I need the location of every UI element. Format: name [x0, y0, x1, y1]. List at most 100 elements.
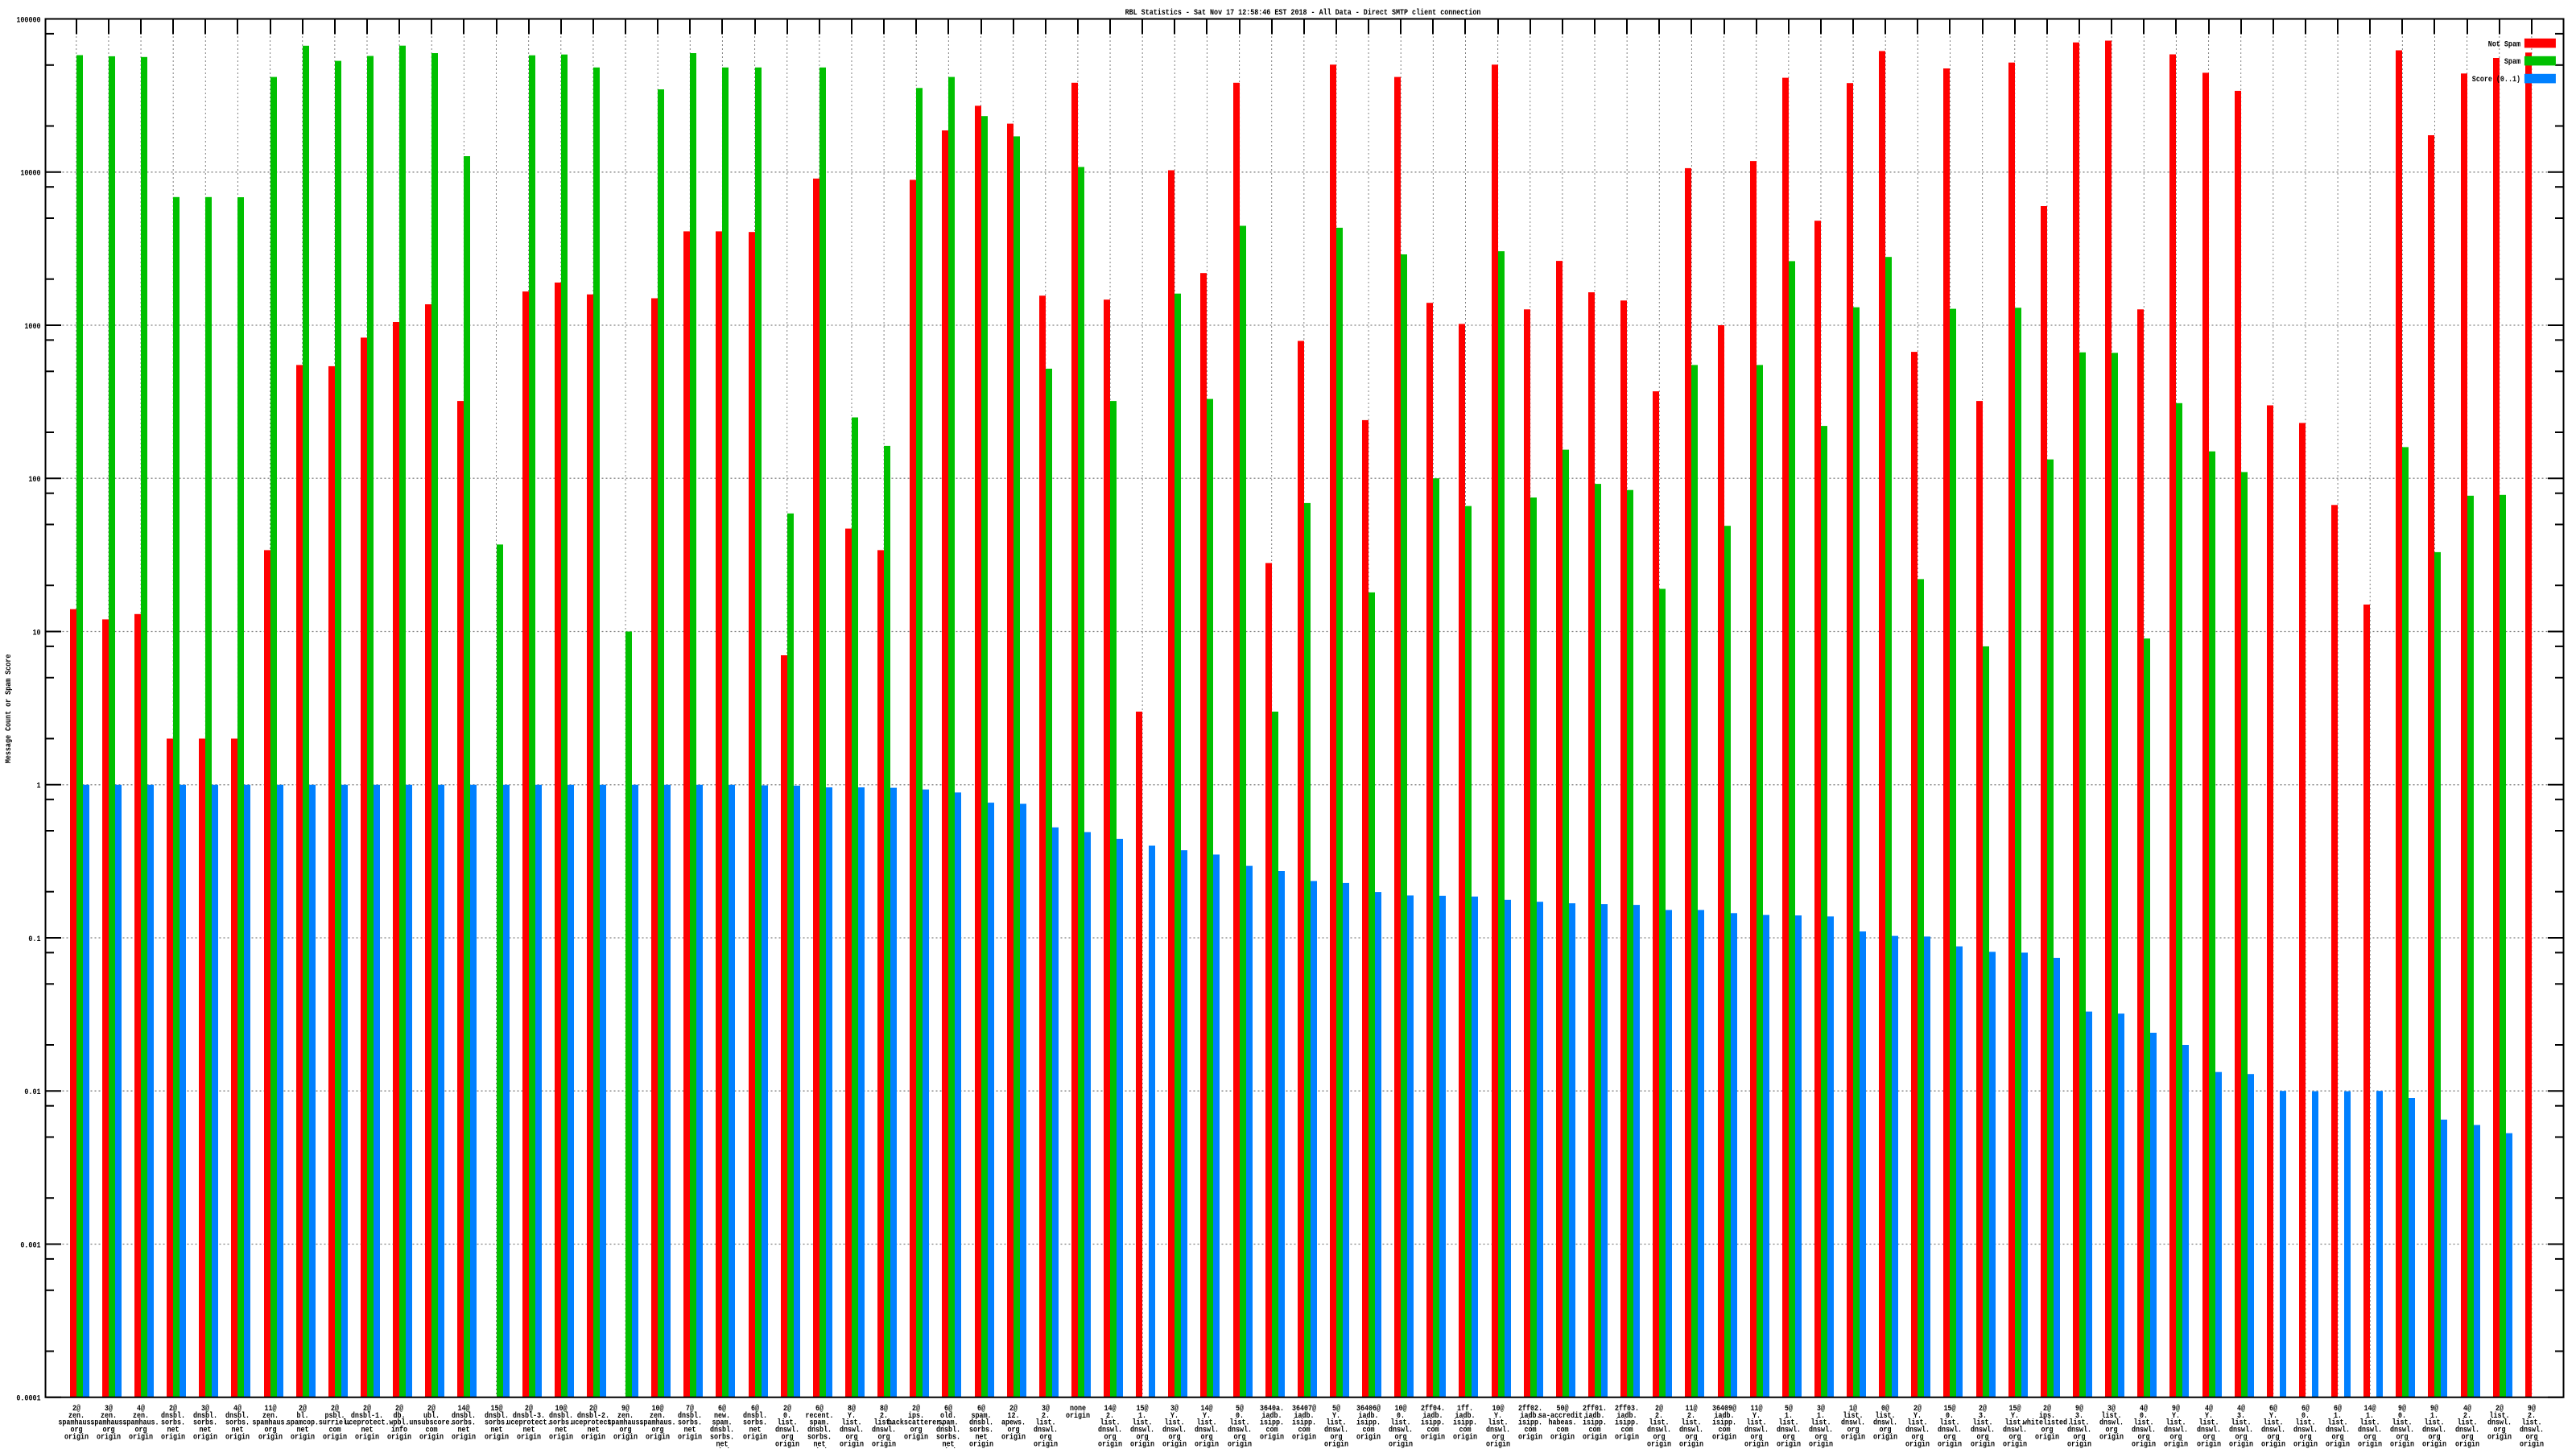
svg-text:11@: 11@ — [264, 1404, 276, 1413]
svg-text:list.: list. — [1778, 1418, 1798, 1427]
svg-text:origin: origin — [1389, 1439, 1413, 1448]
svg-text:com: com — [1265, 1426, 1278, 1435]
svg-text:sorbs.: sorbs. — [743, 1418, 767, 1427]
svg-text:dnsbl.: dnsbl. — [743, 1411, 767, 1420]
svg-text:0.: 0. — [1946, 1411, 1954, 1420]
svg-text:6@: 6@ — [2334, 1404, 2342, 1413]
svg-text:origin: origin — [258, 1433, 283, 1442]
svg-text:list.: list. — [2359, 1418, 2380, 1427]
svg-text:list.: list. — [1229, 1418, 1249, 1427]
svg-text:org: org — [2105, 1426, 2117, 1435]
svg-text:sorbs.: sorbs. — [969, 1426, 993, 1435]
svg-text:origin: origin — [64, 1433, 89, 1442]
svg-text:dnswl.: dnswl. — [1679, 1426, 1703, 1435]
svg-text:0.: 0. — [2398, 1411, 2406, 1420]
svg-text:net: net — [167, 1426, 179, 1435]
svg-text:3.: 3. — [2237, 1411, 2245, 1420]
svg-text:org: org — [2428, 1433, 2440, 1442]
svg-text:net: net — [975, 1433, 987, 1442]
svg-text:0.1: 0.1 — [28, 935, 40, 944]
svg-text:origin: origin — [161, 1433, 185, 1442]
svg-text:1: 1 — [37, 782, 41, 791]
svg-text:iadb.: iadb. — [1520, 1411, 1540, 1420]
svg-text:origin: origin — [1228, 1439, 1252, 1448]
svg-text:origin: origin — [1550, 1433, 1575, 1442]
svg-text:net: net — [296, 1426, 308, 1435]
svg-text:list.: list. — [2004, 1418, 2025, 1427]
svg-text:isipp.: isipp. — [1583, 1418, 1607, 1427]
svg-text:dnswl.: dnswl. — [1034, 1426, 1058, 1435]
svg-text:list.: list. — [1746, 1418, 1766, 1427]
svg-text:org: org — [1943, 1433, 1955, 1442]
svg-text:sorbs.: sorbs. — [678, 1418, 702, 1427]
svg-text:isipp.: isipp. — [1518, 1418, 1542, 1427]
svg-text:origin: origin — [775, 1439, 799, 1448]
svg-text:1.: 1. — [2366, 1411, 2374, 1420]
svg-text:com: com — [1426, 1426, 1439, 1435]
svg-text:org: org — [651, 1426, 663, 1435]
svg-text:0.: 0. — [1397, 1411, 1405, 1420]
svg-text:dnswl.: dnswl. — [2326, 1426, 2350, 1435]
svg-text:unsubscore.: unsubscore. — [409, 1418, 453, 1427]
svg-text:recent.: recent. — [805, 1411, 833, 1420]
svg-text:org: org — [2461, 1433, 2473, 1442]
svg-text:dnswl.: dnswl. — [1938, 1426, 1962, 1435]
svg-text:Y.: Y. — [2269, 1411, 2277, 1420]
svg-text:org: org — [2137, 1433, 2149, 1442]
svg-text:origin: origin — [678, 1433, 702, 1442]
svg-text:org: org — [2073, 1433, 2085, 1442]
svg-text:15@: 15@ — [1136, 1404, 1148, 1413]
svg-text:list.: list. — [2521, 1418, 2541, 1427]
svg-text:2@: 2@ — [427, 1404, 436, 1413]
svg-text:0.: 0. — [1236, 1411, 1244, 1420]
svg-text:list.: list. — [2263, 1418, 2283, 1427]
svg-text:list.: list. — [2295, 1418, 2315, 1427]
svg-text:6@: 6@ — [718, 1404, 726, 1413]
svg-text:org: org — [845, 1433, 857, 1442]
svg-text:3.: 3. — [1979, 1411, 1987, 1420]
svg-text:origin: origin — [613, 1433, 638, 1442]
svg-text:dnsbl.: dnsbl. — [710, 1426, 734, 1435]
svg-text:9@: 9@ — [2075, 1404, 2083, 1413]
svg-text:org: org — [1685, 1433, 1697, 1442]
svg-text:origin: origin — [1324, 1439, 1348, 1448]
svg-text:origin: origin — [2520, 1439, 2544, 1448]
svg-text:origin: origin — [1098, 1439, 1122, 1448]
svg-text:spam.: spam. — [809, 1418, 829, 1427]
svg-text:origin: origin — [2261, 1439, 2285, 1448]
svg-text:3@: 3@ — [201, 1404, 209, 1413]
svg-text:dnswl.: dnswl. — [1809, 1426, 1833, 1435]
svg-text:net: net — [457, 1426, 469, 1435]
svg-text:Y.: Y. — [2011, 1411, 2019, 1420]
svg-text:2.: 2. — [1687, 1411, 1695, 1420]
svg-text:2@: 2@ — [1655, 1404, 1663, 1413]
svg-text:origin: origin — [581, 1433, 605, 1442]
svg-text:1.: 1. — [2334, 1411, 2342, 1420]
svg-text:org: org — [1394, 1433, 1406, 1442]
svg-text:list.: list. — [2198, 1418, 2219, 1427]
svg-text:1.: 1. — [1817, 1411, 1825, 1420]
svg-text:zen.: zen. — [68, 1411, 85, 1420]
svg-text:dnswl.: dnswl. — [1905, 1426, 1930, 1435]
svg-text:dnsbl.: dnsbl. — [485, 1411, 509, 1420]
svg-text:iadb.: iadb. — [1422, 1411, 1443, 1420]
svg-text:Y.: Y. — [1752, 1411, 1761, 1420]
svg-text:net: net — [231, 1426, 243, 1435]
svg-text:origin: origin — [1162, 1439, 1187, 1448]
svg-text:dnswl.: dnswl. — [2229, 1426, 2253, 1435]
svg-text:list.: list. — [1649, 1418, 1669, 1427]
svg-text:list.: list. — [1488, 1418, 1508, 1427]
svg-text:2@: 2@ — [2496, 1404, 2504, 1413]
svg-text:org: org — [1879, 1426, 1891, 1435]
svg-text:dnsbl.: dnsbl. — [678, 1411, 702, 1420]
svg-text:3@: 3@ — [2107, 1404, 2116, 1413]
svg-text:list.: list. — [2231, 1418, 2251, 1427]
svg-text:net: net — [555, 1426, 567, 1435]
svg-text:spamhaus.: spamhaus. — [58, 1418, 94, 1427]
svg-text:origin: origin — [1486, 1439, 1510, 1448]
svg-text:8@: 8@ — [848, 1404, 856, 1413]
svg-text:org: org — [2493, 1426, 2505, 1435]
svg-text:spamhaus.: spamhaus. — [252, 1418, 288, 1427]
svg-text:sorbs.: sorbs. — [710, 1433, 734, 1442]
svg-text:origin: origin — [2455, 1439, 2479, 1448]
